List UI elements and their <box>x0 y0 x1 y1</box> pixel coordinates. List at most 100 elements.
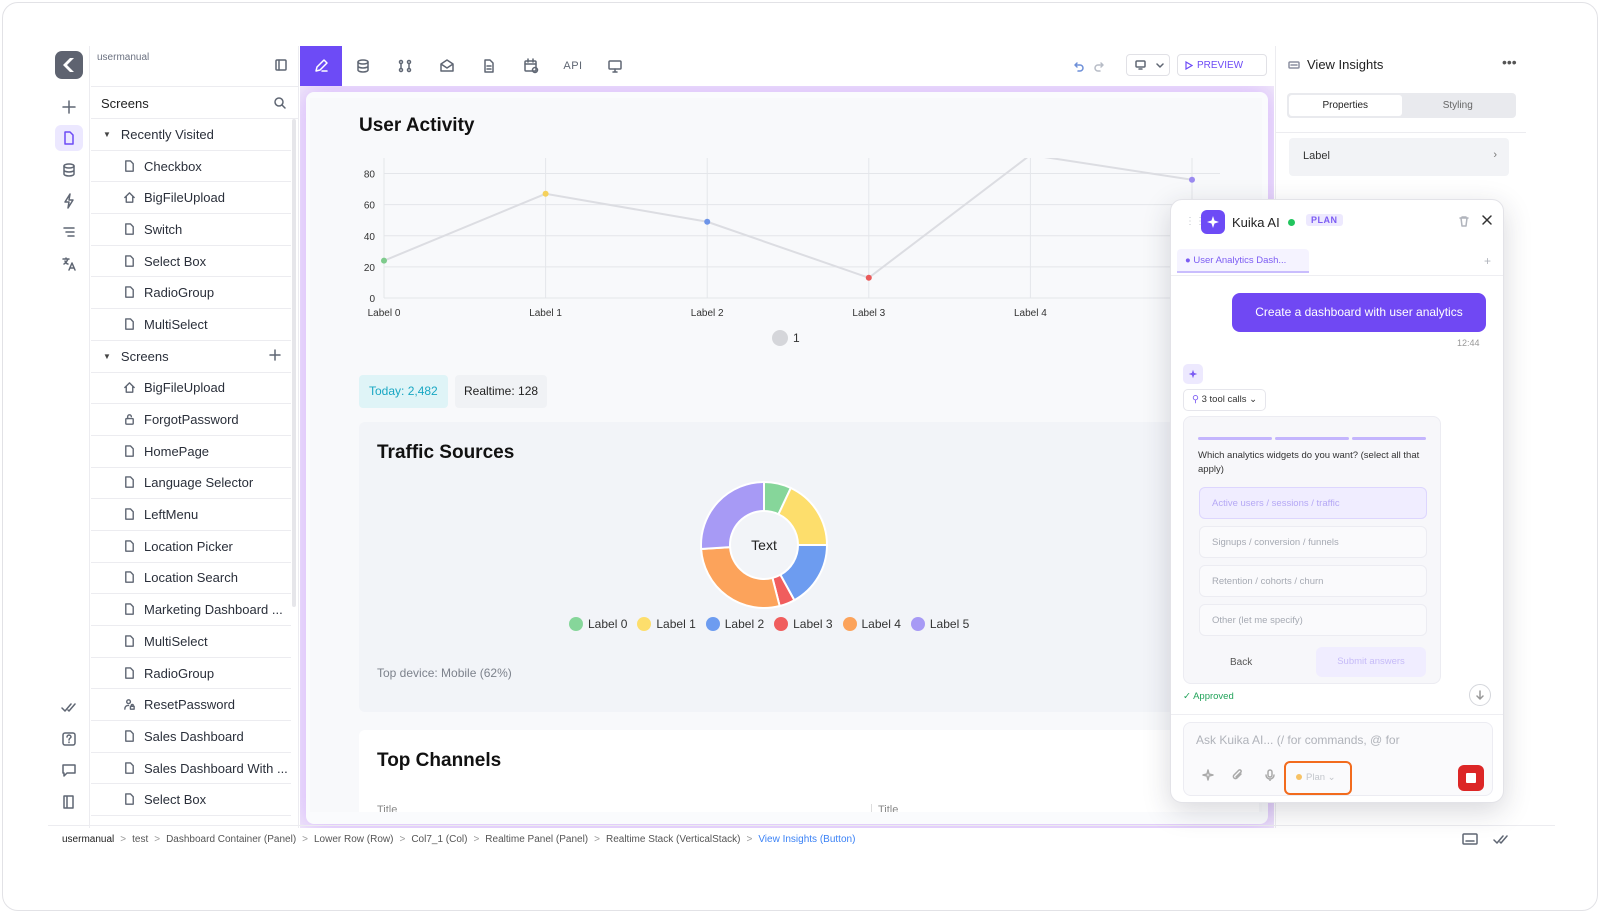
pie-slice[interactable] <box>700 546 781 609</box>
add-icon[interactable] <box>55 94 83 120</box>
tree-item[interactable]: Sales Dashboard With ... <box>91 753 291 785</box>
trash-icon[interactable] <box>1458 215 1470 227</box>
tree-group-0[interactable]: ▼ Recently Visited <box>91 119 291 151</box>
breadcrumb-item[interactable]: Lower Row (Row) <box>314 834 394 845</box>
device-settings-tab[interactable] <box>594 46 636 86</box>
tab-styling[interactable]: Styling <box>1442 100 1473 111</box>
column-header: Title <box>377 804 398 812</box>
tree-item[interactable]: MultiSelect <box>91 626 291 658</box>
tab-properties[interactable]: Properties <box>1289 95 1402 116</box>
double-check-icon[interactable] <box>1493 833 1509 845</box>
stop-button[interactable] <box>1458 765 1484 791</box>
back-button[interactable]: Back <box>1230 657 1253 668</box>
database-icon[interactable] <box>55 157 83 183</box>
scroll-down-icon[interactable] <box>1469 684 1491 706</box>
search-icon[interactable] <box>273 96 287 110</box>
thread-tab[interactable]: ● User Analytics Dash... <box>1177 249 1309 273</box>
lightning-icon[interactable] <box>55 188 83 214</box>
preview-button[interactable]: PREVIEW ••• <box>1177 54 1267 76</box>
tree-item[interactable]: LeftMenu <box>91 499 291 531</box>
help-icon[interactable] <box>55 726 83 752</box>
translate-icon[interactable] <box>55 251 83 277</box>
chat-icon[interactable] <box>55 757 83 783</box>
tree-item[interactable]: RadioGroup <box>91 658 291 690</box>
tree-group-1[interactable]: ▼ Screens <box>91 341 291 373</box>
design-tab[interactable] <box>300 46 342 86</box>
legend-item[interactable]: Label 5 <box>910 617 969 631</box>
workflow-tab[interactable] <box>384 46 426 86</box>
mail-tab[interactable] <box>426 46 468 86</box>
pages-icon[interactable] <box>55 125 83 151</box>
breadcrumb-item[interactable]: View Insights (Button) <box>758 834 856 845</box>
data-point[interactable] <box>865 274 872 281</box>
label-section[interactable]: Label › <box>1289 138 1509 176</box>
device-select[interactable] <box>1126 54 1170 76</box>
book-icon[interactable] <box>55 789 83 815</box>
tree-item[interactable]: BigFileUpload <box>91 182 291 215</box>
tree-item[interactable]: Location Picker <box>91 531 291 563</box>
breadcrumb-item[interactable]: Col7_1 (Col) <box>411 834 468 845</box>
breadcrumb-item[interactable]: Realtime Panel (Panel) <box>485 834 589 845</box>
tree-item[interactable]: ForgotPassword <box>91 404 291 436</box>
tree-item[interactable]: Marketing Dashboard ... <box>91 594 291 626</box>
tree-item[interactable]: BigFileUpload <box>91 373 291 405</box>
list-icon[interactable] <box>55 219 83 245</box>
option-button[interactable]: Other (let me specify) <box>1199 604 1427 636</box>
legend-item[interactable]: Label 0 <box>569 617 627 631</box>
legend-item[interactable]: Label 1 <box>637 617 696 631</box>
screens-sidebar: usermanual Screens ▼ Recently Visited Chec… <box>91 46 299 828</box>
tree-item[interactable]: Language Selector <box>91 468 291 500</box>
tree-item[interactable]: MultiSelect <box>91 309 291 341</box>
panel-more-icon[interactable]: ••• <box>1502 54 1517 70</box>
add-thread-icon[interactable]: + <box>1484 254 1492 268</box>
legend-item[interactable]: Label 2 <box>705 617 764 631</box>
pie-slice[interactable] <box>777 486 829 546</box>
tree-item[interactable]: Select Box <box>91 246 291 278</box>
data-point[interactable] <box>1189 176 1195 183</box>
document-tab[interactable] <box>468 46 510 86</box>
breadcrumb-item[interactable]: usermanual <box>62 834 115 845</box>
legend-item[interactable]: Label 3 <box>774 617 833 631</box>
breadcrumb-item[interactable]: Realtime Stack (VerticalStack) <box>605 834 741 845</box>
pie-slice[interactable] <box>700 480 765 551</box>
close-icon[interactable] <box>1480 213 1494 227</box>
data-point[interactable] <box>542 190 549 197</box>
add-screen-icon[interactable] <box>269 349 281 361</box>
drag-handle-icon[interactable]: ⋮⋮ <box>1185 216 1205 227</box>
data-tab[interactable] <box>342 46 384 86</box>
tree-item[interactable]: Checkbox <box>91 151 291 183</box>
kuika-logo[interactable] <box>55 51 83 79</box>
tree-item[interactable]: HomePage <box>91 436 291 468</box>
breadcrumb-item[interactable]: test <box>132 834 149 845</box>
sidebar-scrollbar[interactable] <box>292 119 296 607</box>
redo-icon[interactable] <box>1090 46 1110 86</box>
undo-icon[interactable] <box>1068 46 1088 86</box>
data-point[interactable] <box>704 218 711 225</box>
tree-item[interactable]: RadioGroup <box>91 277 291 310</box>
chat-input[interactable] <box>1196 733 1466 747</box>
sparkle-outline-icon[interactable] <box>1202 769 1214 781</box>
data-point[interactable] <box>381 257 387 264</box>
tree-item[interactable]: Location Search <box>91 563 291 595</box>
option-button[interactable]: Active users / sessions / traffic <box>1199 487 1427 519</box>
legend-marker[interactable] <box>772 330 788 346</box>
api-tab[interactable]: API <box>552 46 594 86</box>
option-button[interactable]: Signups / conversion / funnels <box>1199 526 1427 558</box>
tool-calls-toggle[interactable]: ⚲ 3 tool calls ⌄ <box>1183 389 1267 411</box>
schedule-tab[interactable] <box>510 46 552 86</box>
mode-select[interactable]: Plan ⌄ <box>1284 761 1352 795</box>
sidebar-toggle-icon[interactable] <box>274 58 288 72</box>
legend-item[interactable]: Label 4 <box>842 617 901 631</box>
breadcrumb-item[interactable]: Dashboard Container (Panel) <box>166 834 297 845</box>
double-check-icon[interactable] <box>55 694 83 720</box>
tree-item[interactable]: Sales Dashboard <box>91 721 291 753</box>
submit-answers-button[interactable]: Submit answers <box>1316 647 1426 677</box>
tree-item[interactable]: ResetPassword <box>91 689 291 722</box>
tree-item[interactable]: Switch <box>91 214 291 246</box>
message-time: 12:44 <box>1457 338 1480 348</box>
keyboard-icon[interactable] <box>1462 833 1478 845</box>
microphone-icon[interactable] <box>1264 769 1276 781</box>
tree-item[interactable]: Select Box <box>91 784 291 817</box>
option-button[interactable]: Retention / cohorts / churn <box>1199 565 1427 597</box>
attach-icon[interactable] <box>1232 769 1244 781</box>
